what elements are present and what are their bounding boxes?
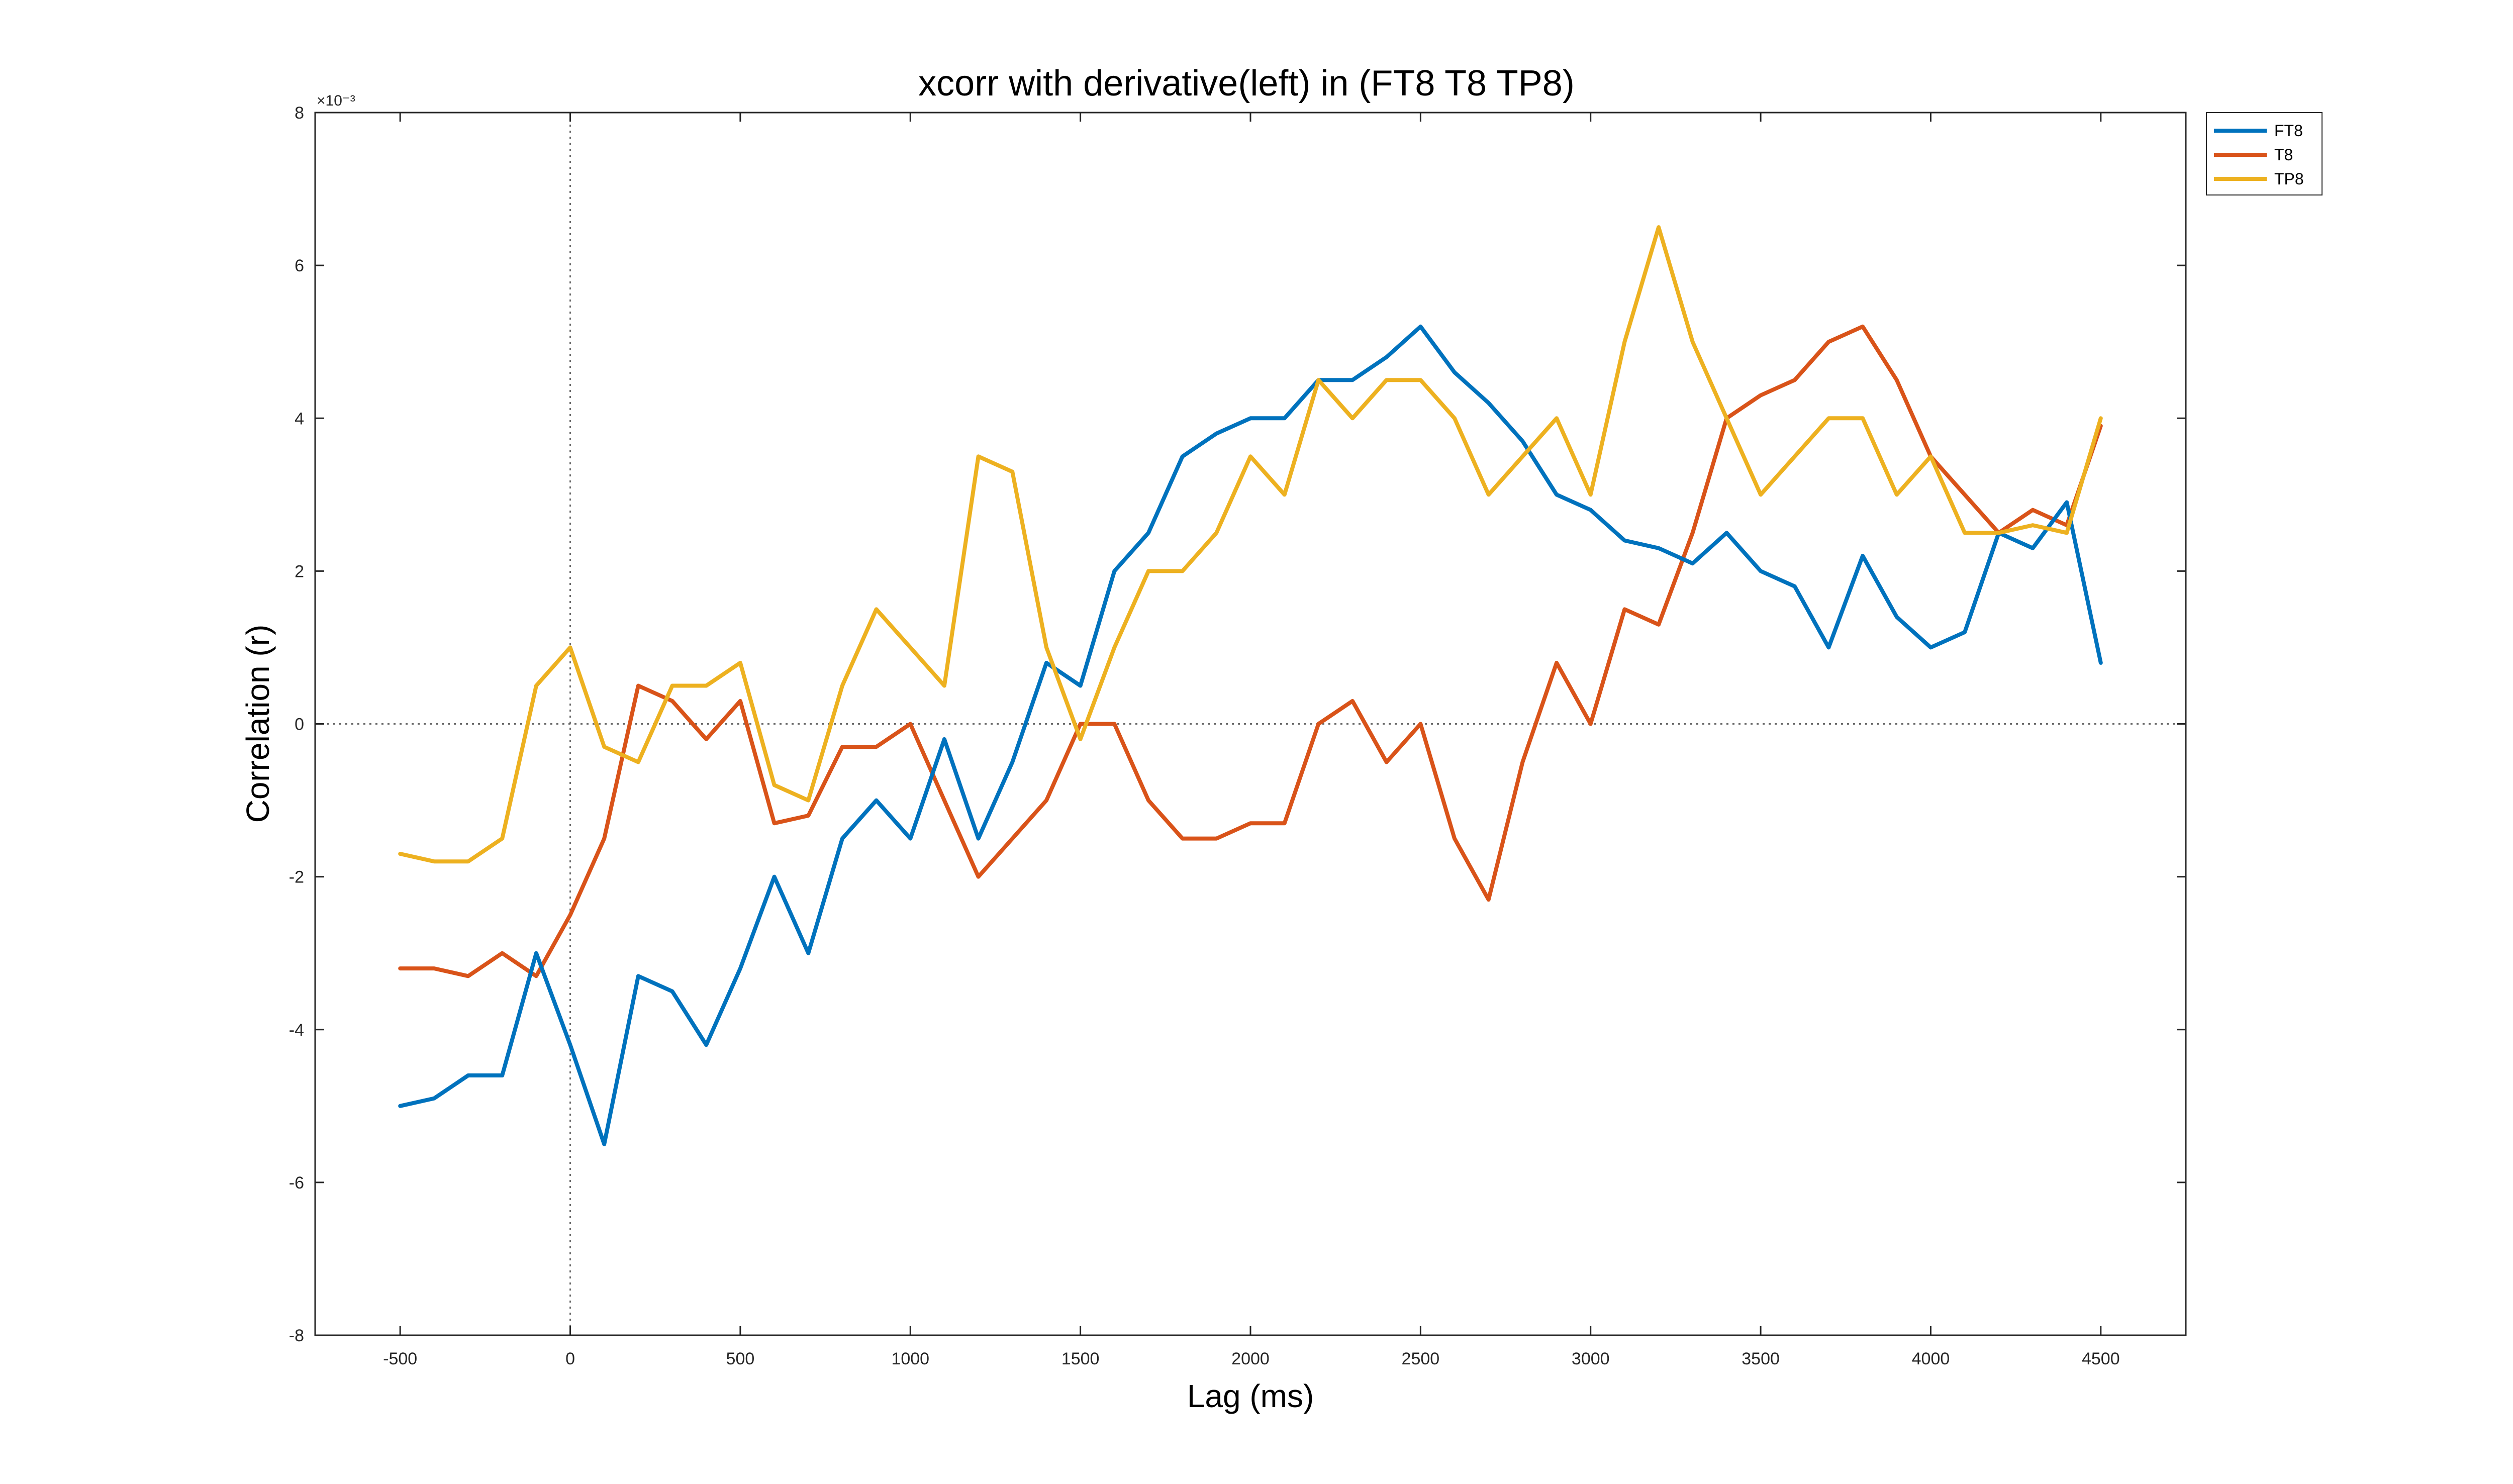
- y-tick-label: -8: [289, 1326, 304, 1345]
- x-tick-label: 2000: [1231, 1349, 1270, 1368]
- y-tick-label: -4: [289, 1021, 304, 1040]
- series-line-ft8: [398, 324, 2103, 1146]
- x-tick-label: 500: [726, 1349, 755, 1368]
- y-axis-label: Correlation (r): [240, 625, 276, 823]
- y-axis: -8 -6 -4 -2 0 2 4 6 8: [289, 104, 2186, 1345]
- y-tick-label: -6: [289, 1173, 304, 1193]
- legend-label-tp8: TP8: [2274, 170, 2304, 188]
- x-tick-label: 1000: [891, 1349, 929, 1368]
- series-line-t8: [398, 324, 2103, 978]
- legend-label-t8: T8: [2274, 146, 2293, 164]
- x-tick-label: 2500: [1402, 1349, 1440, 1368]
- x-tick-label: 4000: [1912, 1349, 1950, 1368]
- y-tick-label: 2: [295, 562, 304, 581]
- y-tick-label: 8: [295, 104, 304, 123]
- x-tick-label: -500: [383, 1349, 417, 1368]
- x-axis-label: Lag (ms): [1187, 1378, 1314, 1414]
- legend-label-ft8: FT8: [2274, 122, 2303, 140]
- y-tick-label: 4: [295, 409, 304, 428]
- series-line-tp8: [398, 225, 2103, 864]
- y-tick-label: 6: [295, 256, 304, 275]
- series-layer: [398, 225, 2103, 1146]
- y-tick-label: -2: [289, 868, 304, 887]
- y-axis-exponent: ×10⁻³: [317, 92, 355, 109]
- reference-lines: [315, 113, 2186, 1335]
- y-tick-label: 0: [295, 715, 304, 734]
- legend: FT8 T8 TP8: [2206, 112, 2323, 195]
- x-tick-label: 3500: [1742, 1349, 1780, 1368]
- x-axis: -500 0 500 1000 1500 2000 2500 3000 3500 4000 4500: [383, 113, 2120, 1368]
- x-tick-label: 4500: [2082, 1349, 2120, 1368]
- x-tick-label: 3000: [1572, 1349, 1610, 1368]
- x-tick-label: 1500: [1061, 1349, 1100, 1368]
- chart-title: xcorr with derivative(left) in (FT8 T8 T…: [918, 63, 1575, 104]
- x-tick-label: 0: [565, 1349, 575, 1368]
